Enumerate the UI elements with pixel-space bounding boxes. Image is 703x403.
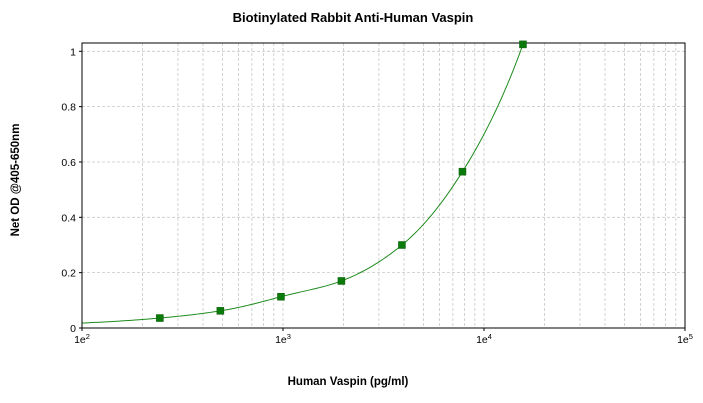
data-point [216, 307, 225, 315]
y-tick-label: 0.4 [61, 212, 76, 224]
x-tick-label: 1e5 [677, 332, 693, 346]
fit-curve [81, 44, 524, 324]
data-point [519, 40, 527, 49]
data-point [156, 314, 164, 322]
y-tick-label: 1 [70, 46, 76, 58]
data-point [337, 277, 346, 285]
data-points [156, 40, 527, 322]
data-point [277, 292, 285, 301]
y-tick-label: 0.8 [61, 102, 76, 114]
x-tick-label: 1e3 [275, 332, 291, 346]
grid-lines [82, 43, 685, 328]
data-point [398, 241, 406, 249]
x-tick-label: 1e4 [476, 332, 492, 346]
x-axis-title: Human Vaspin (pg/ml) [288, 376, 409, 388]
x-tick-labels: 1e2 1e3 1e4 1e5 [74, 328, 693, 346]
y-tick-label: 0.6 [61, 157, 76, 169]
y-tick-label: 0.2 [61, 268, 76, 280]
plot-area [81, 42, 686, 329]
y-tick-label: 0 [70, 323, 76, 335]
fit-curve-layer [81, 44, 524, 324]
data-point [458, 167, 467, 176]
chart-title: Biotinylated Rabbit Anti-Human Vaspin [233, 10, 474, 25]
y-tick-labels: 0 0.2 0.4 0.6 0.8 1 [61, 46, 82, 335]
y-axis-title: Net OD @405-650nm [10, 124, 22, 237]
x-tick-label: 1e2 [74, 332, 90, 346]
